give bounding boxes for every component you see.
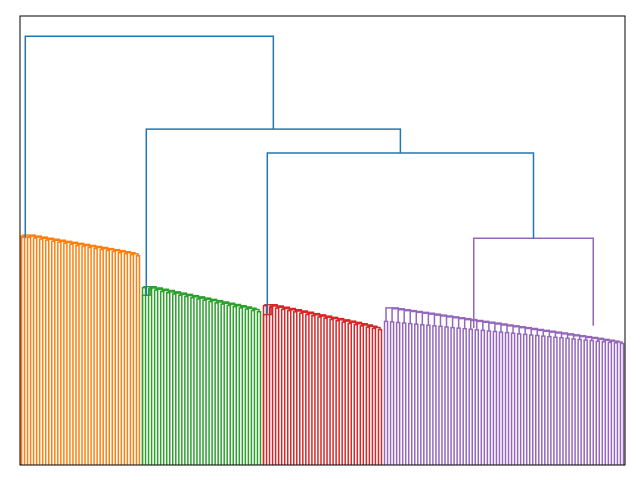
cluster-orange-merge xyxy=(58,240,73,243)
cluster-orange-pair xyxy=(57,241,62,465)
cluster-red-merge xyxy=(336,319,351,322)
cluster-purple-pair xyxy=(528,334,534,465)
cluster-purple-pair xyxy=(535,334,540,465)
cluster-purple-merge xyxy=(385,307,399,322)
cluster-green-pair xyxy=(153,289,159,465)
cluster-purple-pair xyxy=(450,326,455,465)
cluster-green-pair xyxy=(244,308,250,465)
cluster-purple-pair xyxy=(547,335,552,465)
cluster-red-merge xyxy=(361,324,374,327)
cluster-green-pair xyxy=(208,300,213,465)
cluster-red-merge xyxy=(288,309,303,312)
cluster-red-pair xyxy=(335,320,340,465)
cluster-purple-pair xyxy=(553,336,558,465)
cluster-orange-pair xyxy=(81,245,86,465)
cluster-green-pair xyxy=(184,295,189,465)
cluster-green-merge xyxy=(215,301,230,304)
cluster-orange-pair xyxy=(129,253,135,465)
cluster-red-merge xyxy=(348,321,363,324)
cluster-green-merge xyxy=(227,303,242,306)
cluster-orange-pair xyxy=(135,254,141,465)
cluster-red-pair xyxy=(317,316,322,465)
cluster-green-pair xyxy=(226,304,231,465)
cluster-green-merge xyxy=(209,299,224,302)
cluster-red-pair xyxy=(359,325,365,465)
cluster-green-pair xyxy=(256,310,262,465)
cluster-purple-pair xyxy=(583,339,588,465)
cluster-red-pair xyxy=(377,328,383,465)
cluster-orange-merge xyxy=(82,244,97,247)
plot-frame xyxy=(19,15,626,466)
cluster-orange-pair xyxy=(44,239,50,465)
cluster-orange-pair xyxy=(123,252,129,465)
cluster-orange-pair xyxy=(51,240,56,465)
cluster-purple-pair xyxy=(444,326,449,465)
cluster-purple-pair xyxy=(468,328,473,465)
cluster-red-merge xyxy=(276,306,290,309)
cluster-orange-pair xyxy=(87,246,92,465)
cluster-red-pair xyxy=(305,313,310,465)
cluster-purple-pair xyxy=(395,321,401,465)
cluster-red-merge xyxy=(306,312,321,315)
cluster-purple-pair xyxy=(480,329,486,465)
plot-background xyxy=(20,16,625,465)
cluster-green-pair xyxy=(165,291,171,465)
cluster-purple-pair xyxy=(498,331,504,465)
cluster-orange-merge xyxy=(131,253,139,256)
cluster-red-pair xyxy=(329,318,334,465)
cluster-green-merge xyxy=(246,307,257,310)
cluster-orange-merge xyxy=(125,251,136,254)
cluster-orange-merge xyxy=(46,238,61,241)
cluster-purple-pair xyxy=(516,333,522,465)
cluster-red-pair xyxy=(274,307,280,465)
cluster-green-pair xyxy=(214,302,219,465)
cluster-red-merge xyxy=(318,315,333,318)
cluster-green-merge xyxy=(167,291,182,294)
cluster-purple-pair xyxy=(619,342,625,465)
cluster-green-pair xyxy=(196,298,201,465)
cluster-orange-merge xyxy=(94,246,109,249)
cluster-red-pair xyxy=(286,309,292,465)
cluster-red-merge xyxy=(330,317,345,320)
cluster-purple-pair xyxy=(462,327,467,465)
cluster-green-merge xyxy=(240,306,253,309)
cluster-red-pair xyxy=(365,326,371,465)
cluster-purple-pair xyxy=(565,337,570,465)
cluster-green-merge xyxy=(155,288,169,291)
root-link xyxy=(24,35,275,238)
cluster-green-merge xyxy=(197,297,212,300)
cluster-orange-merge xyxy=(88,245,103,248)
cluster-red-pair xyxy=(347,322,352,465)
cluster-green-merge xyxy=(185,294,200,297)
cluster-purple-pair xyxy=(601,341,607,465)
cluster-purple-pair xyxy=(414,323,419,465)
cluster-red-merge xyxy=(367,325,378,328)
cluster-orange-pair xyxy=(93,247,98,465)
cluster-orange-merge xyxy=(52,239,67,242)
cluster-purple-pair xyxy=(432,325,437,465)
cluster-green-pair xyxy=(238,307,244,465)
dendrogram-links xyxy=(20,35,625,465)
